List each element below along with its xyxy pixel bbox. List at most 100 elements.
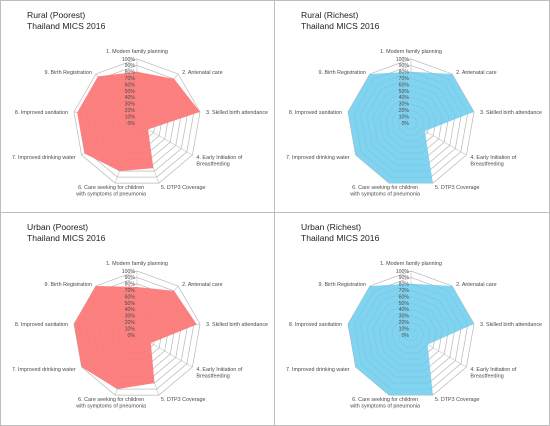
radar-grid-ring-overlay	[105, 302, 169, 366]
radar-tick-label: 100%	[122, 57, 136, 63]
radar-tick-label: 60%	[125, 294, 136, 300]
radar-category-label: 5. DTP3 Coverage	[435, 397, 480, 403]
radar-category-label: 6. Care seeking for children with symptom…	[349, 185, 420, 197]
radar-category-label: 8. Improved sanitation	[289, 322, 342, 328]
radar-tick-label: 20%	[125, 320, 136, 326]
radar-category-label: 7. Improved drinking water	[286, 367, 350, 373]
radar-category-label: 3. Skilled birth attendance	[206, 322, 268, 328]
radar-category-label: 2. Antenatal care	[182, 70, 222, 76]
radar-tick-label: 0%	[128, 121, 136, 127]
radar-category-label: 9. Birth Registration	[45, 70, 92, 76]
radar-grid-ring-overlay	[79, 65, 195, 178]
chart-panel-urban-poorest: Urban (Poorest) Thailand MICS 2016 0% 10%…	[1, 213, 275, 425]
radar-grid-overlay	[73, 58, 201, 184]
chart-panel-rural-richest: Rural (Richest) Thailand MICS 2016 0% 10%…	[275, 1, 549, 213]
radar-grid-ring-overlay	[111, 97, 163, 148]
radar-grid-ring-overlay	[347, 58, 475, 184]
radar-category-label: 8. Improved sanitation	[15, 110, 68, 116]
radar-tick-label: 0%	[128, 333, 136, 339]
radar-category-label: 3. Skilled birth attendance	[206, 110, 268, 116]
radar-grid-ring-overlay	[86, 283, 188, 384]
chart-panel-rural-poorest: Rural (Poorest) Thailand MICS 2016 0% 10%…	[1, 1, 275, 213]
chart-subtitle: Thailand MICS 2016	[301, 21, 380, 31]
radar-tick-label: 30%	[125, 102, 136, 108]
chart-title: Urban (Richest)	[301, 222, 362, 232]
radar-grid-ring-overlay	[92, 289, 182, 378]
radar-grid-ring-overlay	[398, 109, 424, 136]
radar-category-label: 6. Care seeking for children with symptom…	[75, 185, 146, 197]
radar-tick-label: 10%	[125, 114, 136, 120]
radar-tick-label: 90%	[125, 275, 136, 281]
chart-title-block: Rural (Richest) Thailand MICS 2016	[301, 10, 379, 32]
radar-category-label: 2. Antenatal care	[456, 70, 496, 76]
radar-category-label: 1. Modern family planning	[380, 49, 442, 55]
radar-grid-ring-overlay	[92, 77, 182, 166]
radar-series-area	[347, 283, 475, 396]
chart-subtitle: Thailand MICS 2016	[27, 233, 106, 243]
radar-category-label: 8. Improved sanitation	[15, 322, 68, 328]
radar-tick-label: 50%	[125, 301, 136, 307]
radar-grid-ring	[73, 270, 201, 396]
radar-grid-overlay	[347, 270, 475, 396]
radar-tick-label: 90%	[125, 63, 136, 69]
radar-grid-ring-overlay	[124, 109, 150, 136]
chart-title: Urban (Poorest)	[27, 222, 89, 232]
radar-category-label: 9. Birth Registration	[319, 70, 366, 76]
radar-category-label: 4. Early Initiation of Breastfeeding	[196, 155, 242, 167]
radar-series-area	[347, 71, 475, 184]
radar-grid-ring-overlay	[353, 65, 469, 178]
radar-tick-label: 80%	[399, 70, 410, 76]
radar-category-label: 2. Antenatal care	[182, 282, 222, 288]
radar-grid-ring-overlay	[79, 277, 195, 390]
radar-tick-label: 10%	[125, 326, 136, 332]
radar-grid-ring-overlay	[398, 321, 424, 348]
radar-grid-ring-overlay	[404, 328, 418, 342]
radar-category-label: 7. Improved drinking water	[286, 155, 350, 161]
radar-tick-label: 100%	[396, 57, 410, 63]
radar-grid-ring-overlay	[130, 328, 144, 342]
radar-grid-ring-overlay	[86, 71, 188, 172]
radar-category-label: 6. Care seeking for children with symptom…	[349, 397, 420, 409]
radar-tick-label: 20%	[125, 108, 136, 114]
radar-tick-label: 100%	[122, 269, 136, 275]
radar-tick-label: 70%	[125, 76, 136, 82]
chart-title-block: Rural (Poorest) Thailand MICS 2016	[27, 10, 105, 32]
radar-category-label: 8. Improved sanitation	[289, 110, 342, 116]
chart-title-block: Urban (Poorest) Thailand MICS 2016	[27, 222, 105, 244]
radar-grid-ring-overlay	[372, 84, 450, 160]
radar-tick-label: 20%	[399, 108, 410, 114]
radar-chart: 0%10%20%30%40%50%60%70%80%90%100% 1. Mode…	[286, 261, 542, 410]
radar-tick-label: 80%	[125, 282, 136, 288]
radar-grid-ring-overlay	[360, 283, 462, 384]
radar-grid-ring-overlay	[130, 116, 144, 130]
radar-category-label: 6. Care seeking for children with symptom…	[75, 397, 146, 409]
radar-tick-label: 10%	[399, 326, 410, 332]
radar-tick-label: 20%	[399, 320, 410, 326]
radar-category-label: 7. Improved drinking water	[12, 155, 76, 161]
radar-grid-ring	[73, 58, 201, 184]
radar-tick-label: 50%	[399, 89, 410, 95]
radar-tick-label: 30%	[399, 314, 410, 320]
chart-title-block: Urban (Richest) Thailand MICS 2016	[301, 222, 379, 244]
radar-tick-label: 40%	[125, 307, 136, 313]
radar-tick-label: 30%	[399, 102, 410, 108]
radar-category-label: 4. Early Initiation of Breastfeeding	[470, 155, 516, 167]
radar-grid-ring-overlay	[366, 77, 456, 166]
radar-category-label: 2. Antenatal care	[456, 282, 496, 288]
radar-category-label: 1. Modern family planning	[380, 261, 442, 267]
radar-tick-label: 10%	[399, 114, 410, 120]
radar-tick-label: 0%	[402, 121, 410, 127]
radar-tick-label: 40%	[125, 95, 136, 101]
radar-tick-label: 60%	[125, 82, 136, 88]
radar-chart: 0%10%20%30%40%50%60%70%80%90%100% 1. Mode…	[12, 261, 268, 410]
radar-series-area	[77, 71, 201, 172]
radar-category-label: 1. Modern family planning	[106, 49, 168, 55]
chart-subtitle: Thailand MICS 2016	[27, 21, 106, 31]
radar-tick-label: 70%	[125, 288, 136, 294]
radar-tick-label: 80%	[399, 282, 410, 288]
radar-grid-overlay	[347, 58, 475, 184]
radar-grid-ring-overlay	[379, 302, 443, 366]
radar-category-label: 4. Early Initiation of Breastfeeding	[470, 367, 516, 379]
radar-grid-ring-overlay	[105, 90, 169, 154]
